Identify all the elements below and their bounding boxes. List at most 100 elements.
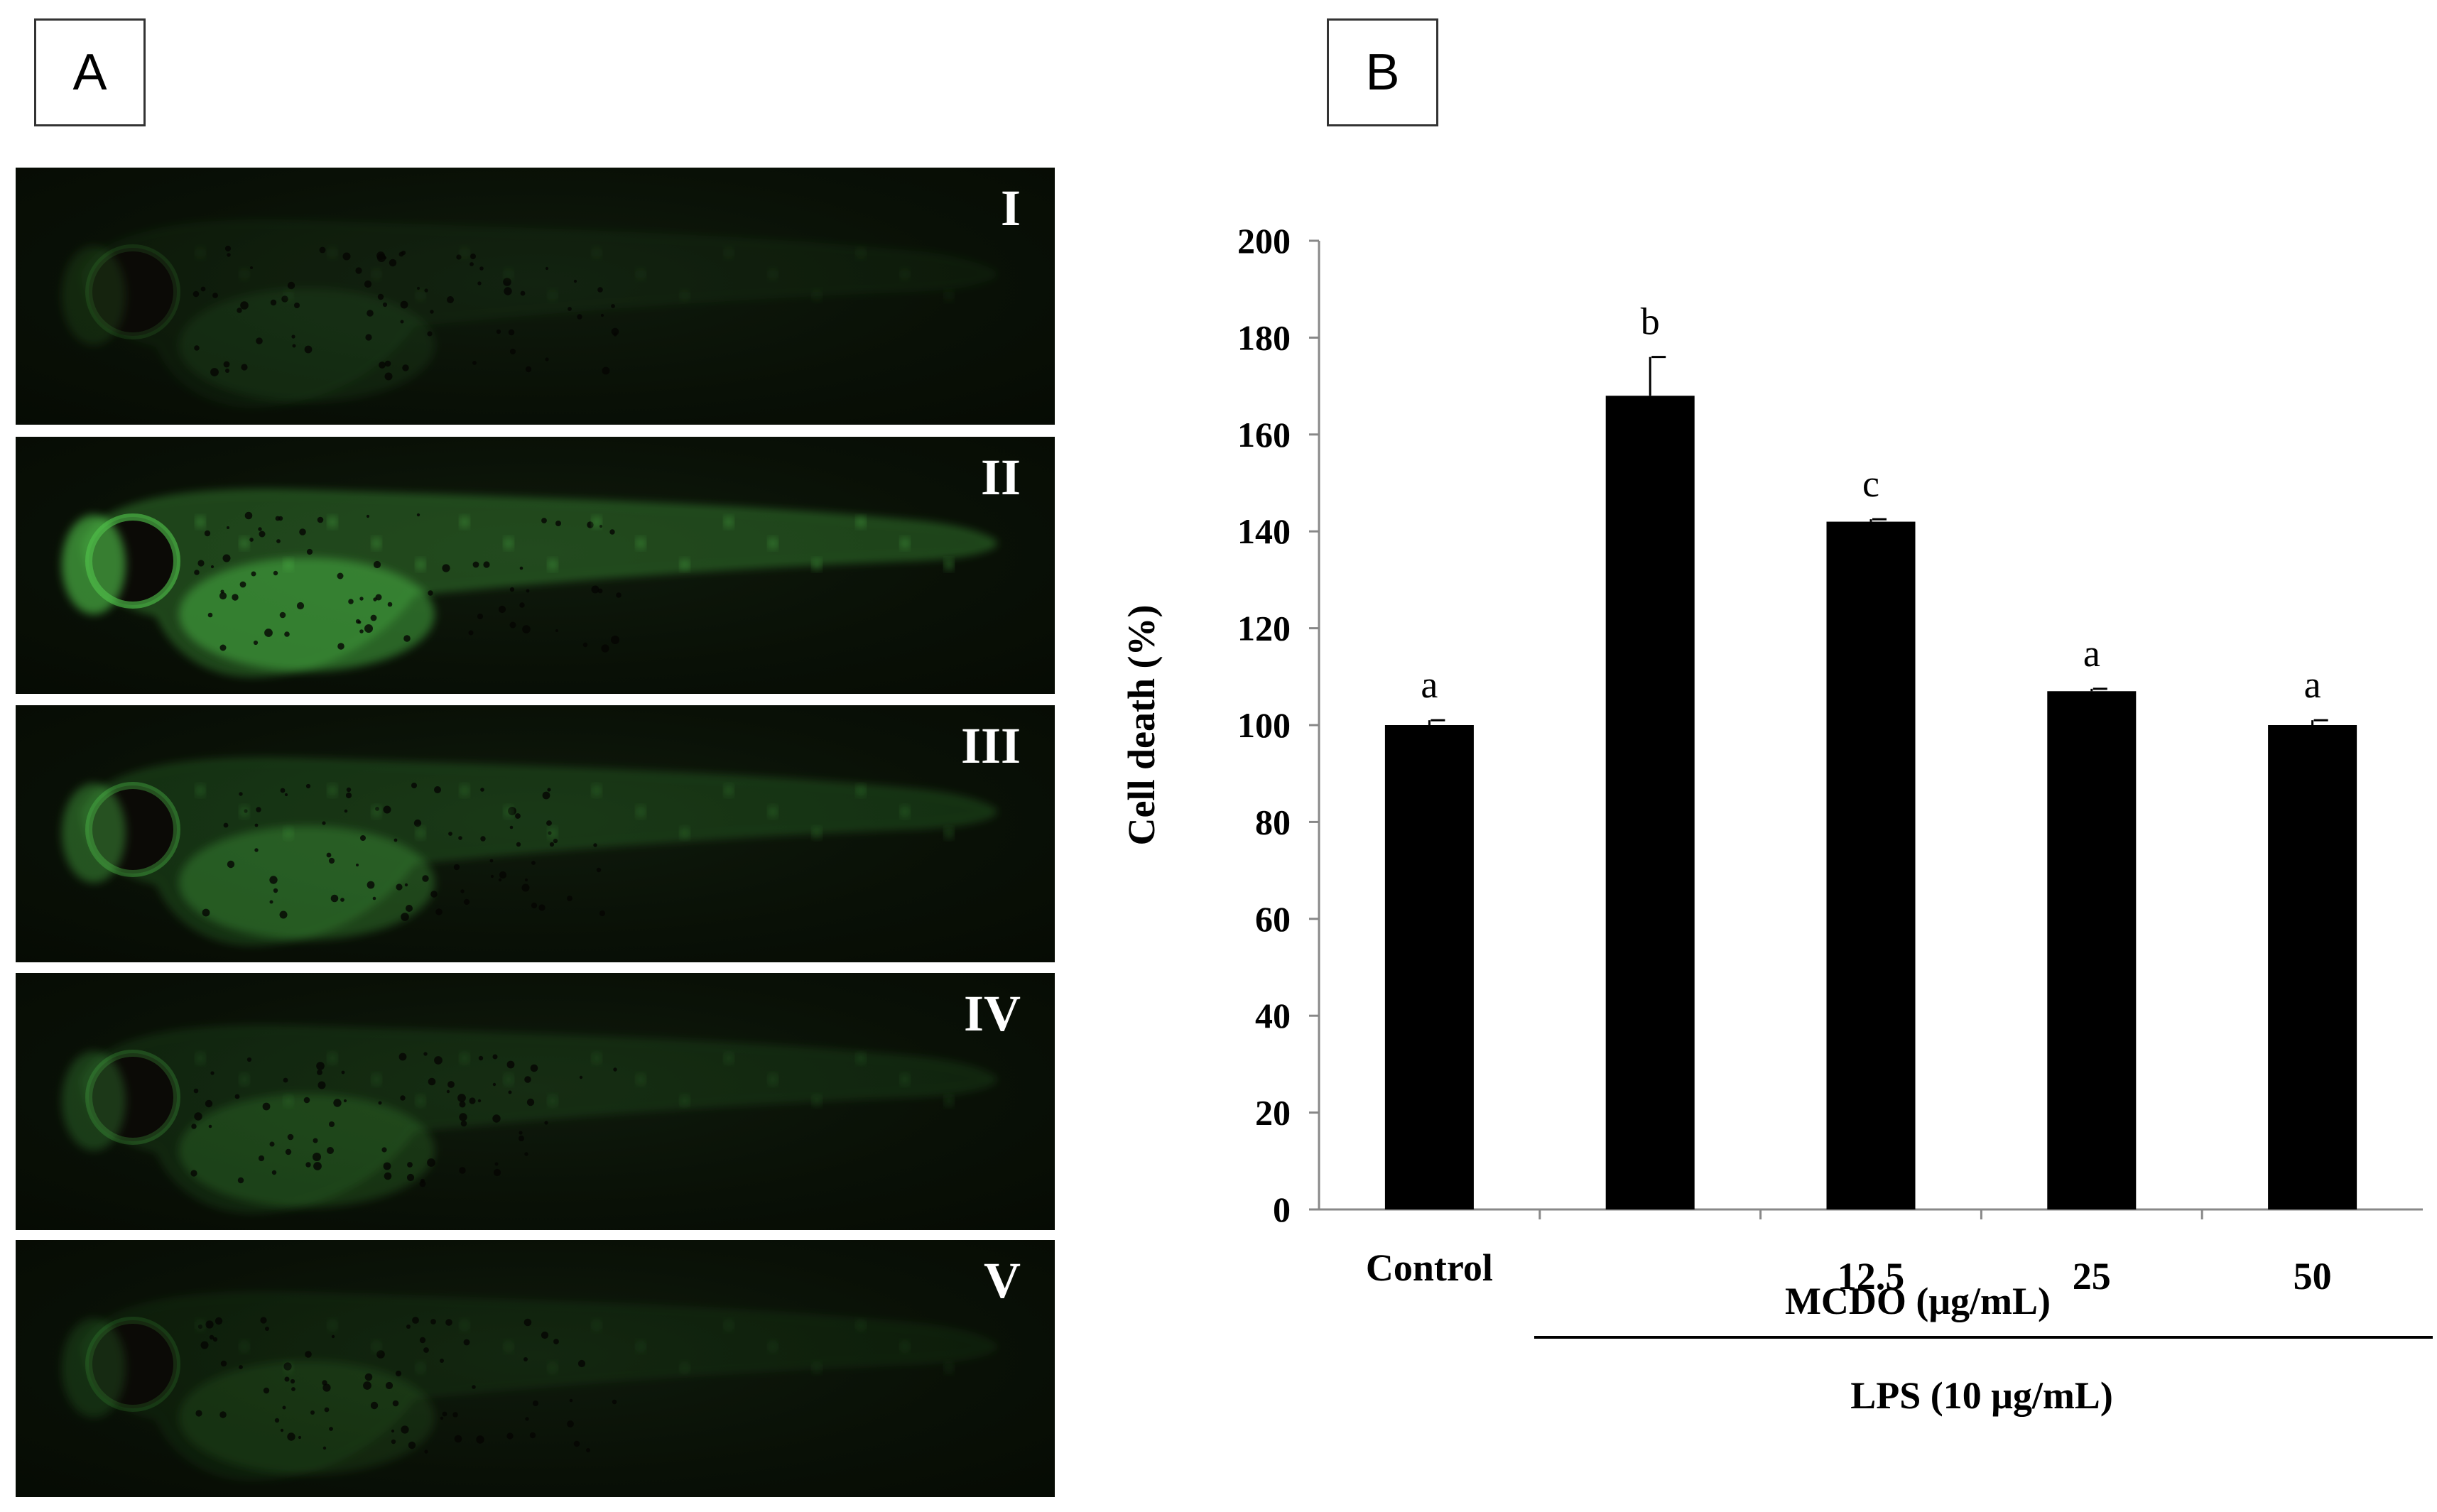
fish-pigment-spot: [545, 266, 549, 271]
micrograph-panel-2: II: [16, 437, 1055, 694]
fish-pigment-spot: [376, 251, 385, 260]
fluorescent-dot: [328, 518, 337, 526]
category-label: 50: [2294, 1255, 2332, 1298]
fluorescent-dot: [724, 1054, 733, 1062]
fish-pigment-spot: [258, 527, 262, 531]
fish-pigment-spot: [355, 267, 362, 274]
fluorescent-dot: [284, 560, 293, 569]
fish-pigment-spot: [531, 902, 538, 909]
fish-pigment-spot: [478, 1055, 484, 1061]
fish-pigment-spot: [220, 1360, 227, 1367]
fluorescent-dot: [945, 1097, 953, 1105]
fish-pigment-spot: [492, 1082, 496, 1087]
fish-pigment-spot: [490, 874, 494, 879]
fish-pigment-spot: [398, 1053, 407, 1061]
fish-pigment-spot: [413, 819, 422, 827]
fluorescent-dot: [328, 786, 337, 795]
fish-pigment-spot: [400, 1095, 406, 1101]
micrograph-label-3: III: [960, 717, 1021, 774]
fish-pigment-spot: [291, 335, 295, 339]
fluorescent-dot: [769, 807, 777, 816]
fish-pigment-spot: [400, 320, 404, 324]
fish-pigment-spot: [194, 570, 200, 575]
fluorescent-dot: [636, 539, 645, 548]
category-label: Control: [1366, 1246, 1493, 1289]
fish-pigment-spot: [503, 278, 511, 286]
fish-pigment-spot: [509, 587, 515, 592]
fish-pigment-spot: [599, 910, 606, 917]
fluorescent-dot: [504, 1075, 513, 1084]
fish-pigment-spot: [492, 1054, 498, 1060]
fish-head-glow: [62, 1051, 126, 1151]
fish-pigment-spot: [207, 612, 213, 618]
fish-pigment-spot: [524, 878, 528, 882]
fish-pigment-spot: [541, 518, 547, 523]
fish-pigment-spot: [523, 1318, 532, 1327]
bar: [2047, 691, 2137, 1209]
fish-pigment-spot: [194, 345, 200, 351]
fish-pigment-spot: [600, 313, 604, 317]
fish-pigment-spot: [383, 805, 391, 814]
fluorescent-dot: [769, 1075, 777, 1084]
y-tick-label: 120: [1237, 609, 1291, 648]
fish-pigment-spot: [406, 1325, 411, 1329]
fluorescent-dot: [857, 1321, 865, 1329]
fish-pigment-spot: [263, 1387, 270, 1394]
fish-pigment-spot: [356, 864, 359, 866]
fish-pigment-spot: [522, 625, 531, 633]
fluorescent-dot: [372, 1075, 381, 1084]
fish-pigment-spot: [569, 1398, 573, 1403]
fish-pigment-spot: [254, 848, 259, 852]
fish-pigment-spot: [519, 1136, 524, 1141]
fish-pigment-spot: [530, 1064, 538, 1072]
fish-pigment-spot: [422, 875, 429, 882]
fish-pigment-spot: [329, 1427, 333, 1431]
bar: [2268, 725, 2357, 1209]
fish-pigment-spot: [498, 605, 506, 614]
fish-pigment-spot: [477, 614, 483, 619]
y-tick-label: 140: [1237, 511, 1291, 551]
fish-pigment-spot: [568, 307, 572, 311]
fluorescent-dot: [548, 1364, 557, 1372]
fish-pigment-spot: [367, 310, 374, 317]
fish-pigment-spot: [389, 259, 397, 267]
fluorescent-dot: [196, 1054, 205, 1062]
micrograph-panel-5: V: [16, 1240, 1055, 1497]
fish-pigment-spot: [365, 334, 372, 341]
fish-pigment-spot: [276, 539, 281, 543]
fish-pigment-spot: [391, 1439, 396, 1445]
fish-pigment-spot: [194, 1112, 202, 1121]
fish-pigment-spot: [459, 1167, 466, 1174]
fluorescent-dot: [240, 1075, 249, 1084]
fish-pigment-spot: [533, 1400, 538, 1406]
fish-pigment-spot: [328, 857, 335, 864]
fish-pigment-spot: [567, 1420, 574, 1427]
fish-pigment-spot: [237, 308, 242, 313]
fish-pigment-spot: [220, 589, 224, 594]
fish-pigment-spot: [416, 286, 420, 290]
y-tick-label: 200: [1237, 221, 1291, 261]
fish-pigment-spot: [384, 372, 393, 381]
fish-pigment-spot: [219, 592, 227, 600]
panel-label-b: B: [1327, 18, 1438, 126]
fish-pigment-spot: [271, 1170, 277, 1175]
fish-pigment-spot: [477, 1099, 482, 1103]
fluorescent-dot: [857, 518, 865, 526]
fish-pigment-spot: [612, 1399, 617, 1405]
fish-pigment-spot: [322, 821, 326, 825]
micrograph-label-4: IV: [963, 985, 1021, 1042]
fish-pigment-spot: [250, 266, 253, 269]
fish-pigment-spot: [377, 293, 384, 300]
fish-pigment-spot: [270, 299, 277, 306]
fish-pigment-spot: [400, 300, 408, 309]
fish-pigment-spot: [611, 327, 619, 336]
fish-pigment-spot: [387, 602, 393, 607]
fish-head-glow: [62, 246, 126, 345]
fish-pigment-spot: [251, 571, 256, 577]
fish-pigment-spot: [346, 787, 352, 793]
fish-pigment-spot: [555, 629, 558, 632]
fish-pigment-spot: [406, 1173, 415, 1182]
fish-pigment-spot: [282, 1405, 286, 1410]
fish-head-glow: [62, 1318, 126, 1418]
fish-pigment-spot: [256, 337, 263, 344]
